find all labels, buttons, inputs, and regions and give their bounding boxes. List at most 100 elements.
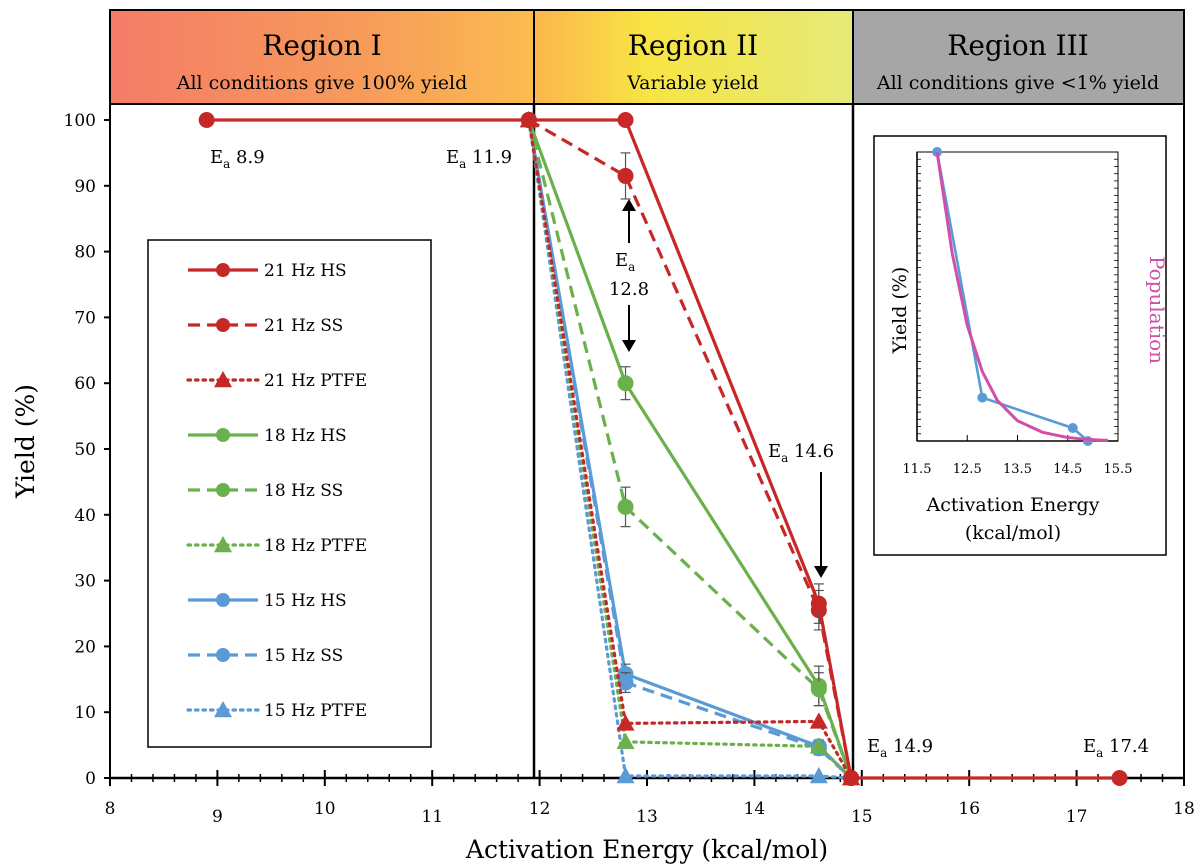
annotation-ea-17-4: Ea 17.4 — [1083, 736, 1149, 760]
annotation-ea-14-9-text: Ea 14.9 — [867, 736, 933, 760]
series-21-hz-hs — [198, 112, 1128, 786]
data-point — [809, 737, 828, 754]
x-tick-label: 15 — [851, 807, 873, 827]
inset-x-tick-label: 14.5 — [1053, 462, 1082, 477]
inset-y-axis-title: Yield (%) — [889, 267, 911, 355]
annotation-ea-11-9-text: Ea 11.9 — [446, 147, 512, 171]
legend-label: 21 Hz PTFE — [264, 371, 367, 391]
inset-box — [873, 135, 1167, 556]
inset-x-axis-title-unit: (kcal/mol) — [965, 522, 1061, 544]
y-axis: 0 10 20 30 40 50 60 70 80 90 100 — [64, 111, 110, 789]
legend-marker — [216, 318, 230, 332]
legend-item-18-hz-hs: 18 Hz HS — [188, 426, 347, 446]
x-tick-label: 12 — [529, 799, 551, 819]
legend-label: 18 Hz HS — [264, 426, 347, 446]
region-3-title: Region III — [947, 29, 1089, 62]
data-point — [198, 112, 215, 128]
inset-data-point — [1067, 422, 1078, 433]
x-tick-label: 9 — [212, 807, 223, 827]
legend-label: 15 Hz HS — [264, 591, 347, 611]
y-axis-title: Yield (%) — [11, 384, 40, 499]
y-tick-label: 10 — [74, 703, 96, 723]
x-tick-label: 16 — [958, 799, 980, 819]
annotation-ea-12-8-value: 12.8 — [609, 279, 649, 300]
annotation-ea-12-8: Ea 12.8 — [609, 199, 649, 352]
legend: 21 Hz HS 21 Hz SS 21 Hz PTFE 18 Hz HS 18 Hz … — [186, 261, 367, 721]
x-tick-label: 11 — [421, 807, 443, 827]
y-tick-label: 70 — [74, 308, 96, 328]
series-line-21-hz-hs — [206, 118, 1120, 780]
data-point — [810, 681, 827, 698]
legend-item-18-hz-ss: 18 Hz SS — [188, 481, 343, 501]
series-line-15-hz-ss — [527, 119, 853, 780]
legend-marker — [214, 701, 232, 718]
legend-item-21-hz-hs: 21 Hz HS — [188, 261, 347, 281]
y-tick-label: 50 — [74, 440, 96, 460]
legend-label: 15 Hz SS — [264, 646, 343, 666]
inset-chart: 11.5 12.5 13.5 14.5 15.5 — [903, 147, 1132, 477]
data-point — [617, 167, 634, 184]
annotation-ea-14-6-text: Ea 14.6 — [768, 441, 834, 465]
y-tick-label: 20 — [74, 637, 96, 657]
legend-item-15-hz-ptfe: 15 Hz PTFE — [186, 701, 367, 721]
y-tick-label: 40 — [74, 506, 96, 526]
legend-marker — [216, 593, 230, 607]
region-3-band — [852, 9, 1185, 105]
inset-population-curve — [935, 151, 1109, 442]
x-tick-label: 18 — [1173, 799, 1195, 819]
annotation-ea-14-6: Ea 14.6 — [768, 441, 834, 578]
legend-item-15-hz-ss: 15 Hz SS — [188, 646, 343, 666]
legend-marker — [214, 371, 232, 388]
data-point — [616, 714, 635, 731]
legend-label: 18 Hz PTFE — [264, 536, 367, 556]
region-1-subtitle: All conditions give 100% yield — [176, 72, 468, 94]
y-tick-label: 90 — [74, 177, 96, 197]
x-tick-label: 8 — [105, 799, 116, 819]
legend-label: 18 Hz SS — [264, 481, 343, 501]
region-1-band — [109, 9, 535, 105]
inset-measured-line — [935, 151, 1089, 442]
region-3-subtitle: All conditions give <1% yield — [876, 72, 1159, 94]
x-tick-label: 14 — [744, 799, 766, 819]
data-point — [616, 732, 635, 750]
data-point — [617, 498, 634, 515]
annotation-ea-8-9-text: Ea 8.9 — [210, 147, 265, 171]
inset-population-label: Population — [1145, 256, 1169, 364]
annotation-12-8-up-arrowhead — [622, 199, 636, 211]
series-line-18-hz-ss — [527, 119, 853, 779]
annotation-ea-12-8-label: Ea — [615, 250, 635, 274]
x-axis-title: Activation Energy (kcal/mol) — [465, 835, 828, 864]
data-point — [843, 770, 860, 786]
x-axis: 8 9 10 11 12 13 14 15 16 17 18 — [105, 770, 1195, 827]
legend-label: 21 Hz SS — [264, 316, 343, 336]
data-point — [809, 712, 828, 729]
data-point — [809, 767, 828, 784]
region-2-subtitle: Variable yield — [626, 72, 759, 94]
legend-marker — [216, 483, 230, 497]
inset-series-population — [935, 151, 1109, 442]
region-2-band — [533, 9, 854, 105]
x-tick-label: 13 — [636, 807, 658, 827]
inset-data-point — [977, 392, 988, 403]
legend-marker — [214, 536, 232, 553]
region-1-title: Region I — [262, 29, 381, 62]
legend-marker — [216, 263, 230, 277]
y-tick-label: 30 — [74, 572, 96, 592]
data-point — [617, 112, 634, 128]
y-tick-label: 60 — [74, 374, 96, 394]
annotation-ea-8-9: Ea 8.9 — [210, 147, 265, 171]
legend-item-21-hz-ptfe: 21 Hz PTFE — [186, 371, 367, 391]
data-point — [616, 767, 635, 784]
annotation-ea-17-4-text: Ea 17.4 — [1083, 736, 1149, 760]
series-layer — [198, 111, 1128, 786]
legend-label: 21 Hz HS — [264, 261, 347, 281]
data-point — [520, 112, 537, 128]
data-point — [810, 595, 827, 612]
series-line-21-hz-ptfe — [527, 118, 853, 780]
inset-x-tick-label: 11.5 — [903, 462, 932, 477]
inset-x-axis-title: Activation Energy — [926, 494, 1100, 516]
legend-item-18-hz-ptfe: 18 Hz PTFE — [186, 536, 367, 556]
annotation-ea-11-9: Ea 11.9 — [446, 147, 512, 171]
inset-x-tick-label: 13.5 — [1003, 462, 1032, 477]
